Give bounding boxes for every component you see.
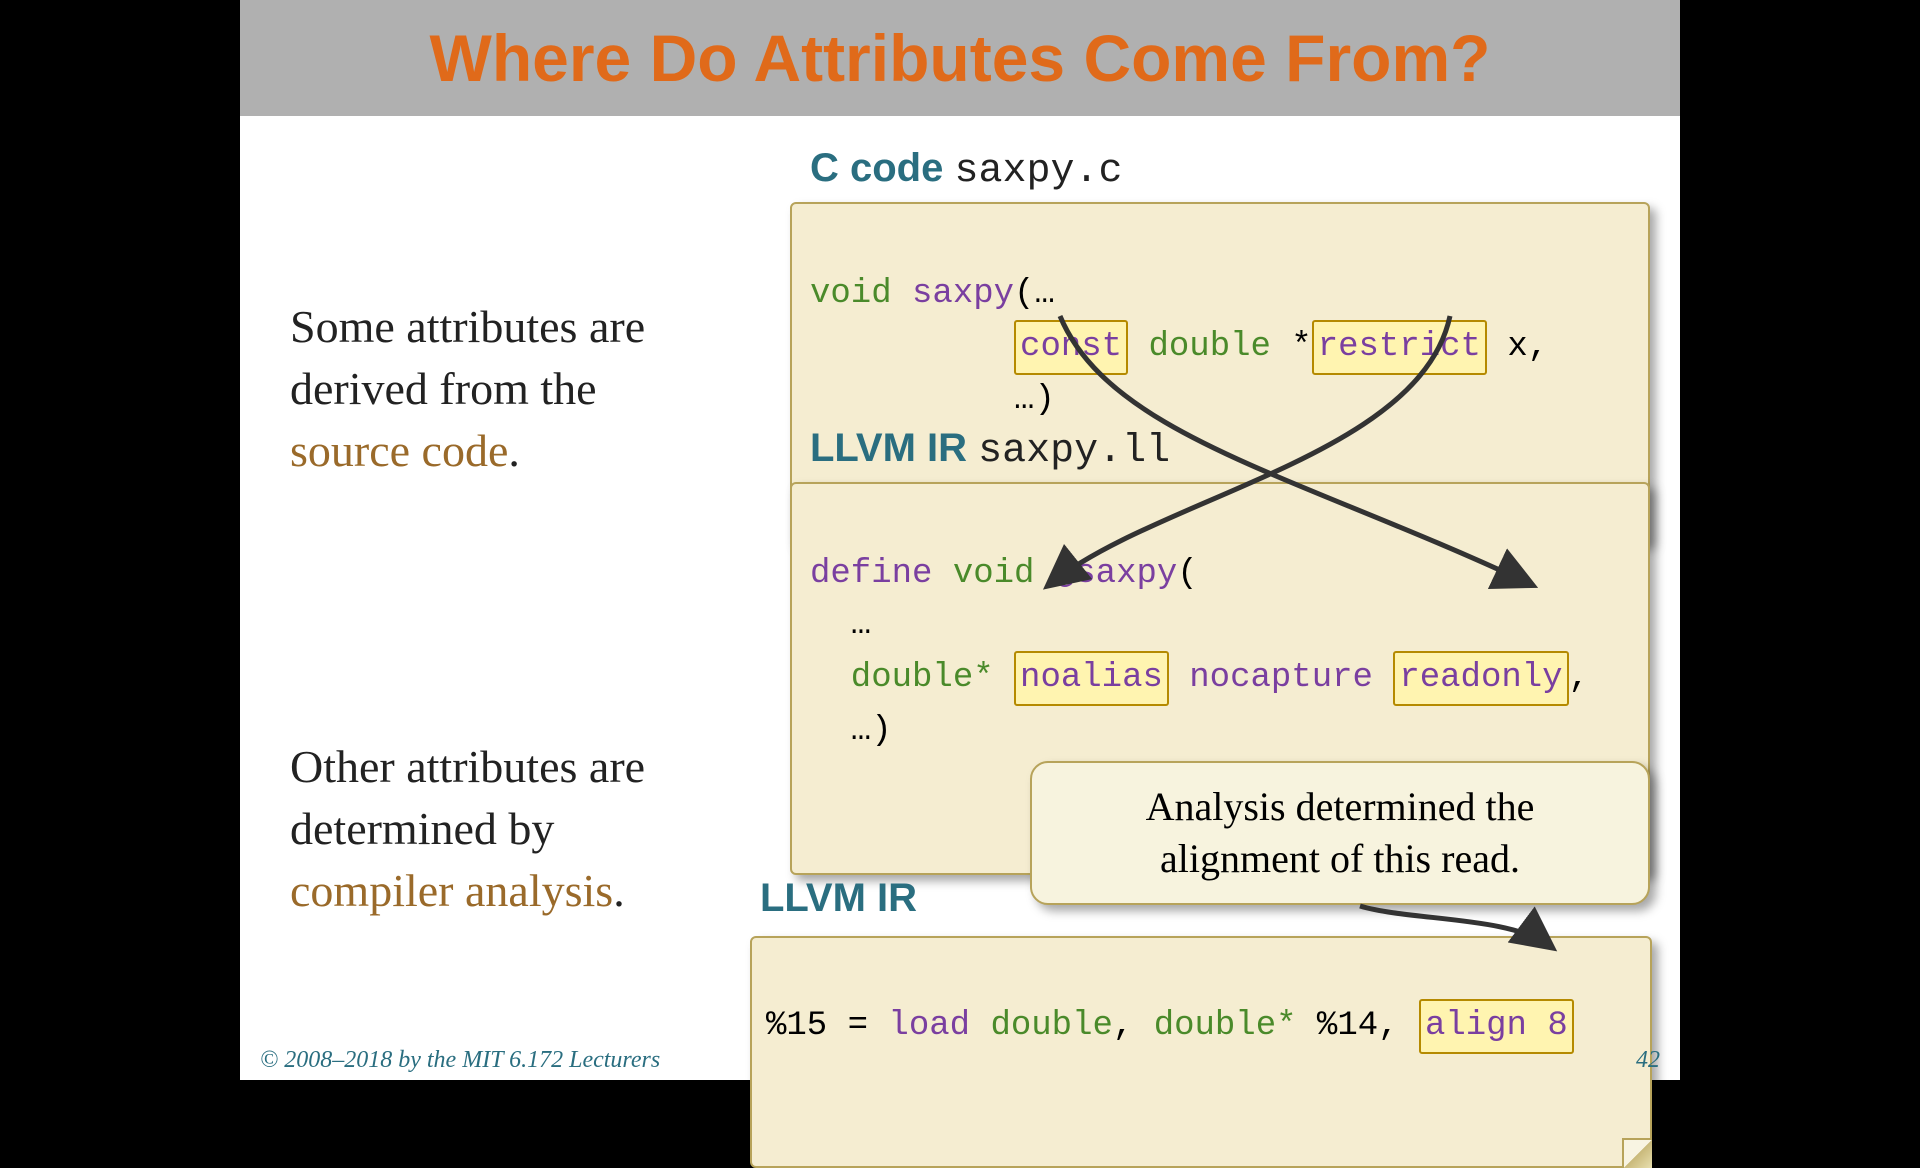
kw-define: define (810, 555, 932, 593)
fn-saxpy: saxpy (892, 275, 1014, 313)
slide: Where Do Attributes Come From? Some attr… (240, 0, 1680, 1080)
txt: Some attributes are derived from the (290, 301, 645, 414)
fn-saxpy: @saxpy (1034, 555, 1177, 593)
txt: , (1569, 659, 1589, 697)
sp: * (1271, 328, 1312, 366)
filename: saxpy.ll (978, 429, 1170, 474)
txt: …) (1014, 381, 1055, 419)
kw-double: double (1148, 328, 1270, 366)
label-llvm-ir: LLVM IR (760, 876, 917, 921)
kw-void: void (810, 275, 892, 313)
txt: (… (1014, 275, 1055, 313)
page-number: 42 (1636, 1047, 1660, 1074)
txt: Other attributes are determined by (290, 741, 645, 854)
copyright: © 2008–2018 by the MIT 6.172 Lecturers (260, 1047, 660, 1074)
em-compiler-analysis: compiler analysis (290, 865, 613, 916)
txt: ( (1177, 555, 1197, 593)
slide-body: Some attributes are derived from the sou… (240, 116, 1680, 1040)
pad (810, 328, 1014, 366)
txt: …) (810, 712, 892, 750)
attr-nocapture: nocapture (1189, 659, 1373, 697)
txt: x, (1487, 328, 1548, 366)
page-fold-icon (1622, 1138, 1652, 1168)
txt: LLVM IR (810, 426, 978, 470)
sp (1128, 328, 1148, 366)
txt: . (613, 865, 625, 916)
em-source-code: source code (290, 425, 508, 476)
pad (810, 381, 1014, 419)
txt: . (508, 425, 520, 476)
callout-line2: alignment of this read. (1060, 833, 1620, 885)
hl-const: const (1014, 320, 1128, 375)
left-text-compiler-analysis: Other attributes are determined by compi… (290, 736, 720, 922)
label-llvm-ir-file: LLVM IR saxpy.ll (810, 426, 1170, 474)
callout-line1: Analysis determined the (1060, 781, 1620, 833)
hl-noalias: noalias (1014, 651, 1169, 706)
hl-restrict: restrict (1312, 320, 1487, 375)
txt: … (810, 606, 871, 644)
sp (1373, 659, 1393, 697)
sp (1169, 659, 1189, 697)
left-text-source-code: Some attributes are derived from the sou… (290, 296, 720, 482)
slide-footer: © 2008–2018 by the MIT 6.172 Lecturers 4… (240, 1040, 1680, 1080)
kw-void: void (932, 555, 1034, 593)
kw-double-ptr: double* (810, 659, 1014, 697)
label-c-code: C code saxpy.c (810, 146, 1123, 194)
slide-title: Where Do Attributes Come From? (430, 20, 1491, 96)
title-bar: Where Do Attributes Come From? (240, 0, 1680, 116)
txt: C code (810, 146, 954, 190)
callout-analysis: Analysis determined the alignment of thi… (1030, 761, 1650, 905)
hl-readonly: readonly (1393, 651, 1568, 706)
txt: LLVM IR (760, 876, 917, 920)
filename: saxpy.c (954, 149, 1122, 194)
